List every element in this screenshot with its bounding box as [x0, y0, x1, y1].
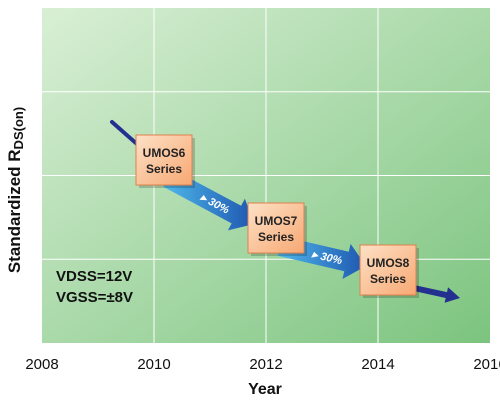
series-suffix: Series [258, 230, 294, 244]
series-box-umos8: UMOS8 Series [359, 244, 419, 298]
trend-arrows: ▸ 30%▸ 30% [110, 120, 460, 303]
condition-vgss: VGSS=±8V [56, 289, 133, 306]
x-axis-label: Year [248, 381, 282, 398]
series-box-umos7: UMOS7 Series [247, 202, 307, 256]
condition-vdss: VDSS=12V [56, 268, 132, 285]
series-suffix: Series [370, 272, 406, 286]
series-boxes: UMOS6 Series UMOS7 Series UMOS8 Series [135, 134, 419, 298]
x-tick-label: 2008 [25, 356, 58, 373]
series-name: UMOS6 [143, 146, 186, 160]
x-tick-labels: 2008 2010 2012 2014 2016 [25, 356, 500, 373]
box-body [247, 202, 305, 254]
series-name: UMOS8 [367, 256, 410, 270]
x-tick-label: 2016 [473, 356, 500, 373]
series-name: UMOS7 [255, 214, 298, 228]
trend-arrow-out [413, 285, 460, 303]
x-tick-label: 2014 [361, 356, 394, 373]
y-axis-label-subscript: DS(on) [11, 107, 26, 150]
x-tick-label: 2010 [137, 356, 170, 373]
y-axis-label-main: Standardized R [5, 149, 24, 273]
x-tick-label: 2012 [249, 356, 282, 373]
box-body [135, 134, 193, 186]
box-body [359, 244, 417, 296]
series-suffix: Series [146, 162, 182, 176]
y-axis-label: Standardized RDS(on) [5, 107, 26, 273]
series-box-umos6: UMOS6 Series [135, 134, 195, 188]
